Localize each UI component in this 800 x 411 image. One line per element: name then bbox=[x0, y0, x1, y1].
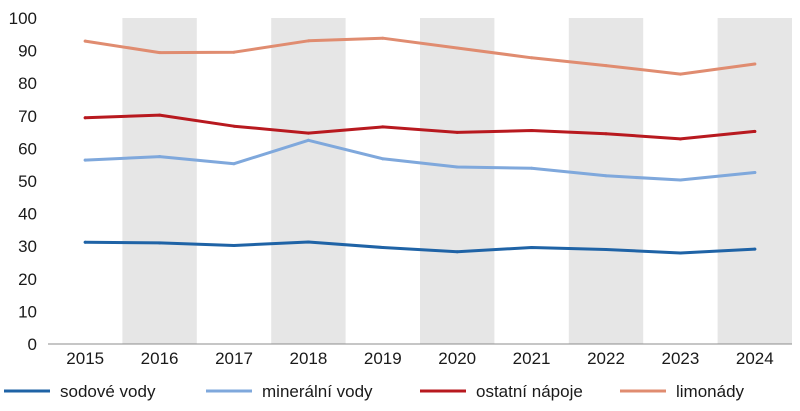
data-point bbox=[753, 129, 757, 133]
data-point bbox=[455, 250, 459, 254]
data-point bbox=[678, 137, 682, 141]
legend-label-2: minerální vody bbox=[262, 382, 373, 401]
data-point bbox=[678, 251, 682, 255]
x-tick-label: 2024 bbox=[736, 349, 774, 368]
data-point bbox=[753, 171, 757, 175]
data-point bbox=[232, 162, 236, 166]
data-point bbox=[232, 50, 236, 54]
data-point bbox=[232, 124, 236, 128]
data-point bbox=[604, 174, 608, 178]
data-point bbox=[381, 125, 385, 129]
data-point bbox=[455, 165, 459, 169]
data-point bbox=[604, 247, 608, 251]
data-point bbox=[381, 157, 385, 161]
legend-label-3: ostatní nápoje bbox=[476, 382, 583, 401]
legend: sodové vody minerální vody ostatní nápoje l… bbox=[4, 382, 745, 401]
data-point bbox=[753, 247, 757, 251]
shaded-band-2018 bbox=[271, 18, 346, 344]
y-tick-label: 60 bbox=[18, 139, 37, 158]
y-tick-label: 100 bbox=[9, 9, 37, 28]
data-point bbox=[306, 131, 310, 135]
y-axis-tick-labels: 0 10 20 30 40 50 60 70 80 90 100 bbox=[9, 9, 37, 354]
data-point bbox=[83, 158, 87, 162]
y-tick-label: 50 bbox=[18, 172, 37, 191]
data-point bbox=[158, 51, 162, 55]
shaded-band-2020 bbox=[420, 18, 495, 344]
data-point bbox=[83, 39, 87, 43]
data-point bbox=[158, 241, 162, 245]
data-point bbox=[604, 132, 608, 136]
data-point bbox=[306, 240, 310, 244]
series-line-4 bbox=[83, 36, 757, 76]
data-point bbox=[530, 246, 534, 250]
data-point bbox=[83, 240, 87, 244]
data-point bbox=[678, 178, 682, 182]
data-point bbox=[306, 39, 310, 43]
x-tick-label: 2016 bbox=[141, 349, 179, 368]
shaded-band-2024 bbox=[717, 18, 792, 344]
y-tick-label: 70 bbox=[18, 107, 37, 126]
legend-label-1: sodové vody bbox=[60, 382, 156, 401]
x-axis-tick-labels: 2015 2016 2017 2018 2019 2020 2021 2022 2023 2024 bbox=[66, 349, 773, 368]
data-point bbox=[455, 130, 459, 134]
y-tick-label: 30 bbox=[18, 237, 37, 256]
data-point bbox=[381, 246, 385, 250]
data-point bbox=[678, 72, 682, 76]
x-tick-label: 2020 bbox=[438, 349, 476, 368]
y-tick-label: 20 bbox=[18, 270, 37, 289]
shaded-band-2022 bbox=[568, 18, 644, 344]
x-tick-label: 2019 bbox=[364, 349, 402, 368]
series-lines bbox=[83, 36, 757, 255]
data-point bbox=[306, 138, 310, 142]
y-tick-label: 0 bbox=[28, 335, 37, 354]
shaded-year-bands bbox=[122, 18, 792, 344]
x-tick-label: 2021 bbox=[513, 349, 551, 368]
y-tick-label: 80 bbox=[18, 74, 37, 93]
data-point bbox=[530, 56, 534, 60]
y-tick-label: 10 bbox=[18, 302, 37, 321]
data-point bbox=[455, 46, 459, 50]
y-tick-label: 90 bbox=[18, 42, 37, 61]
data-point bbox=[753, 62, 757, 66]
data-point bbox=[604, 64, 608, 68]
data-point bbox=[83, 116, 87, 120]
x-tick-label: 2015 bbox=[66, 349, 104, 368]
data-point bbox=[381, 36, 385, 40]
series-line-2 bbox=[83, 138, 757, 182]
x-tick-label: 2023 bbox=[661, 349, 699, 368]
data-point bbox=[158, 113, 162, 117]
shaded-band-2016 bbox=[122, 18, 197, 344]
y-tick-label: 40 bbox=[18, 205, 37, 224]
legend-label-4: limonády bbox=[676, 382, 745, 401]
data-point bbox=[158, 155, 162, 159]
data-point bbox=[530, 128, 534, 132]
series-line-1 bbox=[83, 240, 757, 255]
series-line-3 bbox=[83, 113, 757, 141]
data-point bbox=[530, 166, 534, 170]
x-tick-label: 2022 bbox=[587, 349, 625, 368]
data-point bbox=[232, 244, 236, 248]
x-tick-label: 2017 bbox=[215, 349, 253, 368]
x-tick-label: 2018 bbox=[289, 349, 327, 368]
